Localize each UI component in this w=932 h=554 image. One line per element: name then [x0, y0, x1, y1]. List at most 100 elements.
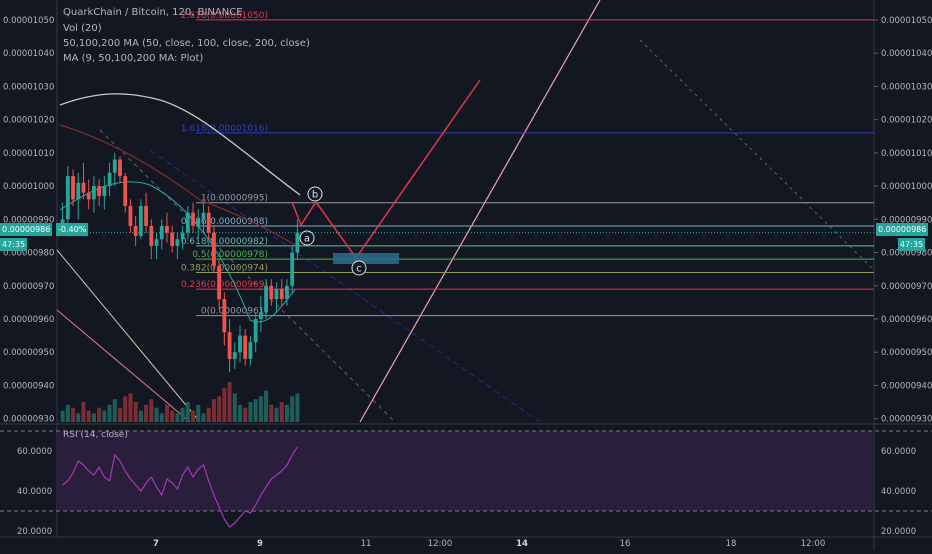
price-tick-right: 0.00000930 — [881, 415, 932, 425]
candle-body — [212, 232, 216, 266]
rsi-band — [57, 431, 874, 511]
volume-bar — [253, 399, 258, 422]
candle-body — [112, 159, 117, 173]
candle-body — [144, 206, 148, 226]
volume-bar — [97, 407, 102, 422]
wave-marker — [299, 230, 315, 246]
volume-legend: Vol (20) — [63, 23, 102, 34]
volume-bar — [227, 382, 232, 422]
price-tick-right: 0.00000940 — [881, 381, 932, 391]
volume-bar — [112, 399, 117, 422]
volume-bar — [180, 407, 185, 422]
volume-bar — [175, 413, 180, 422]
price-tick-left: 0.00001000 — [3, 182, 54, 192]
volume-bar — [279, 402, 284, 422]
candle-body — [65, 176, 70, 220]
candle-body — [264, 285, 268, 313]
volume-bar — [274, 407, 279, 422]
fib-label: 0.618(0.00000982) — [181, 237, 268, 247]
candle-body — [165, 225, 169, 233]
candle-body — [185, 212, 190, 233]
symbol-legend: QuarkChain / Bitcoin, 120, BINANCE — [63, 7, 243, 18]
price-tick-left: 0.00000990 — [3, 215, 54, 225]
volume-bar — [107, 404, 112, 422]
candle-body — [60, 219, 65, 226]
volume-bar — [290, 396, 295, 422]
volume-bar — [211, 399, 216, 422]
wave-marker — [351, 260, 367, 276]
price-tick-left: 0.00001020 — [3, 116, 54, 126]
price-tick-left: 0.00000950 — [3, 348, 54, 358]
rsi-line — [62, 446, 298, 528]
fib-label: 1(0.00000995) — [201, 194, 268, 204]
fib-label: 0.5(0.00000978) — [192, 250, 268, 260]
candle-body — [138, 206, 143, 236]
candle-body — [238, 335, 242, 353]
fib-label: 0.236(0.00000969) — [181, 280, 268, 290]
volume-bar — [164, 404, 169, 422]
volume-bar — [248, 402, 253, 422]
wave-label: b — [312, 190, 318, 201]
candle-body — [258, 312, 263, 319]
price-tick-left: 0.00001050 — [3, 16, 54, 26]
volume-bar — [117, 407, 123, 422]
candle-body — [107, 172, 112, 187]
candle-body — [217, 265, 222, 300]
trend-line-pink — [56, 309, 191, 423]
price-tick-right: 0.00000970 — [881, 282, 932, 292]
volume-bar — [91, 413, 96, 422]
candle-body — [128, 206, 133, 226]
candle-body — [290, 252, 295, 286]
time-tick: 14 — [516, 539, 528, 549]
fib-label: 2.618(0.00001050) — [181, 11, 268, 21]
rsi-tick-right: 60.0000 — [881, 447, 916, 457]
wave-label: c — [356, 264, 362, 275]
volume-bar — [71, 407, 76, 422]
price-tag-left: 0.00000986 — [0, 223, 53, 236]
channel-line-grey — [639, 39, 875, 271]
candle-body — [248, 342, 253, 359]
volume-bar — [217, 396, 222, 422]
candle-body — [279, 289, 284, 300]
candle-body — [86, 192, 91, 200]
time-tick: 11 — [361, 539, 372, 549]
volume-bar — [60, 410, 65, 422]
trend-line-tan — [56, 249, 201, 423]
rsi-tick-right: 20.0000 — [881, 527, 916, 537]
price-tick-right: 0.00001000 — [881, 182, 932, 192]
candle-body — [274, 289, 279, 300]
countdown-tag-right: 47:35 — [898, 238, 926, 251]
volume-bar — [133, 402, 138, 422]
price-tag-right: 0.00000986 — [876, 223, 929, 236]
candle-body — [81, 182, 86, 193]
rsi-tick-left: 60.0000 — [17, 447, 52, 457]
candle-body — [206, 212, 211, 233]
ma-200-line — [59, 93, 301, 196]
candle-body — [170, 232, 175, 246]
candle-body — [92, 186, 96, 200]
price-tick-left: 0.00000930 — [3, 415, 54, 425]
countdown-tag-left: 47:35 — [0, 238, 28, 251]
volume-bar — [154, 407, 159, 422]
volume-bar — [196, 404, 201, 422]
candle-body — [97, 186, 102, 197]
volume-bar — [222, 387, 227, 422]
price-tick-left: 0.00001040 — [3, 49, 54, 59]
price-tick-left: 0.00001010 — [3, 149, 54, 159]
rsi-tick-right: 40.0000 — [881, 487, 916, 497]
candle-body — [222, 299, 227, 333]
fib-label: 0(0.00000961) — [201, 307, 268, 317]
ma-legend: 50,100,200 MA (50, close, 100, close, 20… — [63, 38, 310, 49]
price-tick-right: 0.00001010 — [881, 149, 932, 159]
time-tick: 9 — [257, 539, 263, 549]
volume-bar — [284, 404, 289, 422]
volume-bar — [185, 402, 190, 422]
price-tick-left: 0.00001030 — [3, 82, 54, 92]
volume-bar — [237, 404, 243, 422]
price-tick-right: 0.00001030 — [881, 82, 932, 92]
volume-bar — [149, 399, 154, 422]
candle-body — [102, 186, 107, 197]
volume-bar — [76, 413, 81, 422]
